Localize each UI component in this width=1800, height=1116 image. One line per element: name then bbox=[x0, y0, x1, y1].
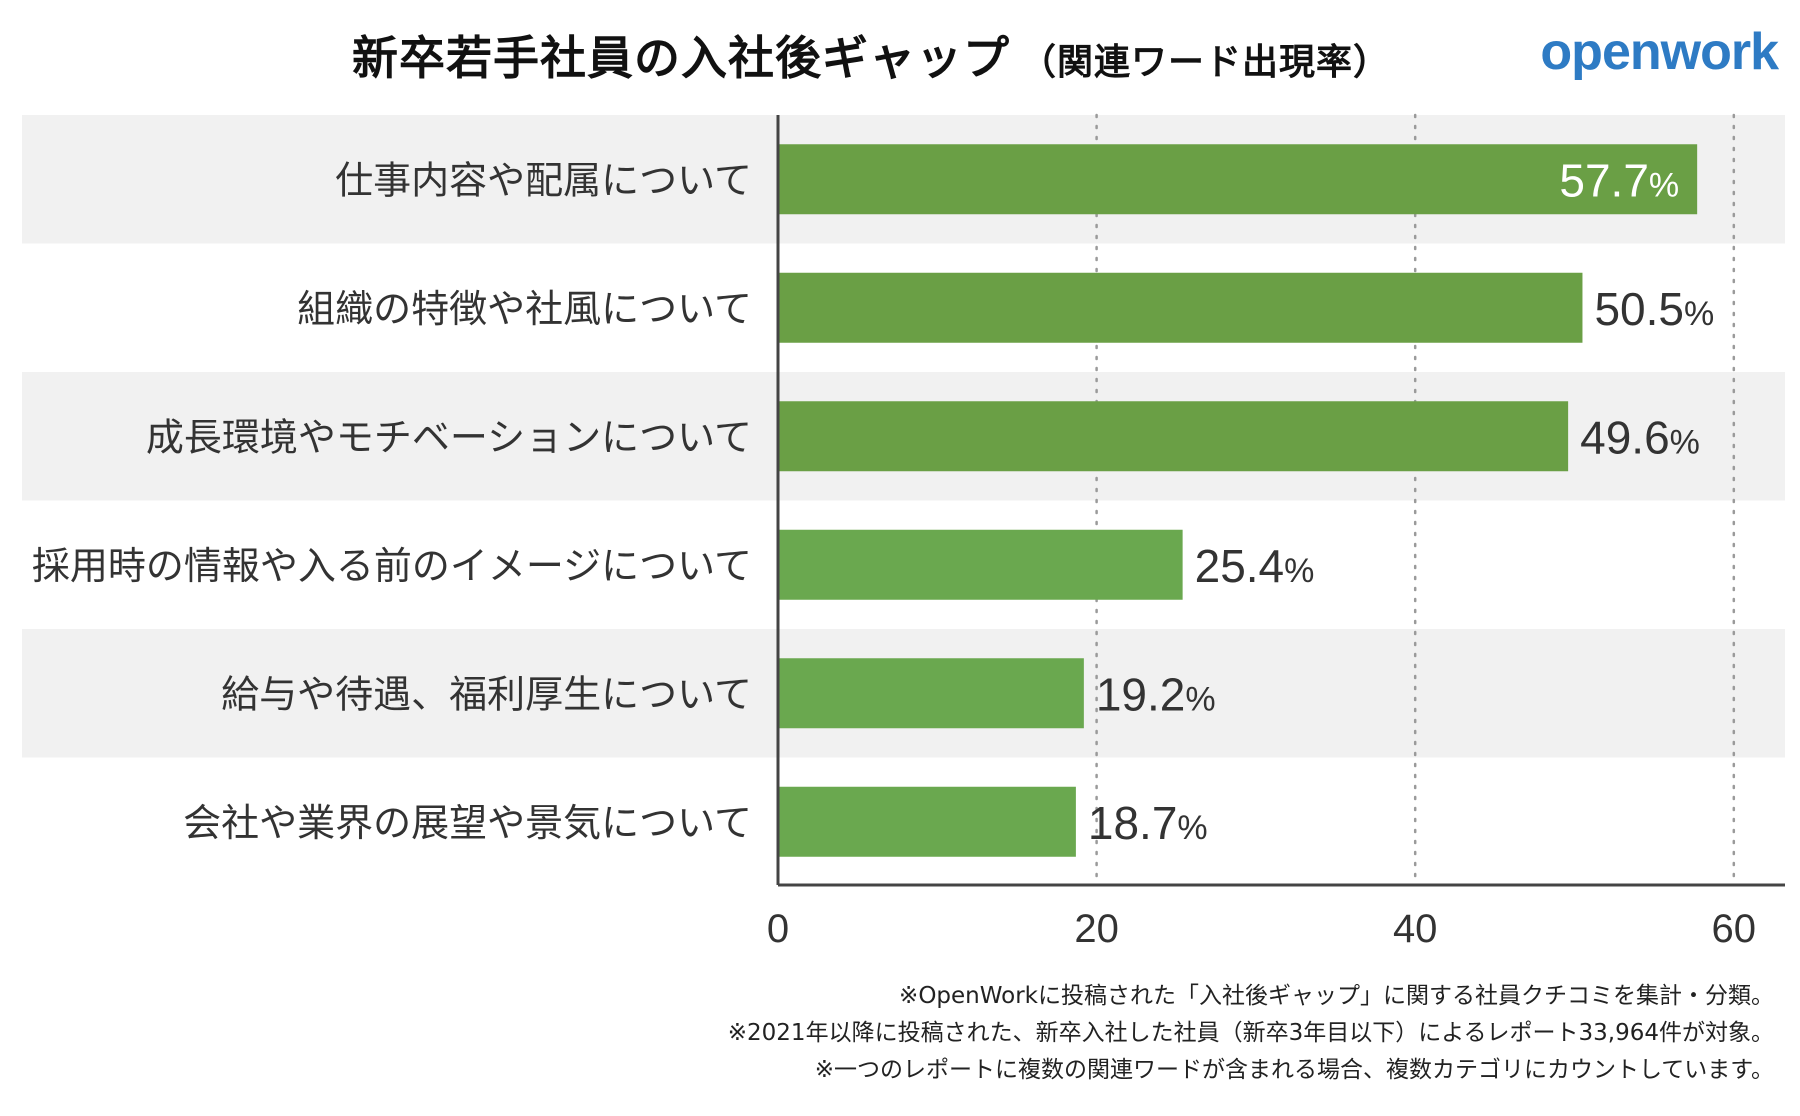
value-label: 25.4% bbox=[1195, 540, 1315, 592]
bar bbox=[778, 786, 1076, 857]
x-tick-label: 20 bbox=[1074, 907, 1119, 951]
title-subtitle: （関連ワード出現率） bbox=[1020, 42, 1391, 83]
footnotes: ※OpenWorkに投稿された「入社後ギャップ」に関する社員クチコミを集計・分類… bbox=[474, 978, 1774, 1089]
bar bbox=[778, 401, 1569, 472]
brand-logo: openwork bbox=[1540, 23, 1779, 81]
footnote: ※2021年以降に投稿された、新卒入社した社員（新卒3年目以下）によるレポート3… bbox=[727, 1020, 1774, 1046]
bar-chart: 仕事内容や配属について 57.7% 組織の特徴や社風について 50.5% 成長環境やモチ… bbox=[22, 113, 1785, 951]
bar bbox=[778, 658, 1084, 729]
category-label: 給与や待遇、福利厚生について bbox=[221, 672, 752, 716]
category-label: 仕事内容や配属について bbox=[335, 158, 752, 202]
bar bbox=[778, 144, 1698, 215]
category-label: 採用時の情報や入る前のイメージについて bbox=[32, 544, 752, 588]
title-main: 新卒若手社員の入社後ギャップ bbox=[352, 31, 1010, 85]
value-label: 49.6% bbox=[1580, 411, 1700, 463]
bar bbox=[778, 529, 1183, 600]
footnote: ※一つのレポートに複数の関連ワードが含まれる場合、複数カテゴリにカウントしていま… bbox=[814, 1057, 1774, 1083]
value-label: 19.2% bbox=[1096, 668, 1216, 720]
x-tick-label: 60 bbox=[1712, 907, 1757, 951]
category-label: 会社や業界の展望や景気について bbox=[183, 801, 752, 845]
chart-title: 新卒若手社員の入社後ギャップ （関連ワード出現率） bbox=[352, 22, 1452, 88]
x-tick-label: 40 bbox=[1393, 907, 1438, 951]
bar bbox=[778, 272, 1583, 343]
footnote: ※OpenWorkに投稿された「入社後ギャップ」に関する社員クチコミを集計・分類… bbox=[899, 983, 1774, 1009]
category-label: 組織の特徴や社風について bbox=[297, 287, 752, 331]
value-label: 57.7% bbox=[1559, 154, 1679, 206]
value-label: 50.5% bbox=[1594, 283, 1714, 335]
value-label: 18.7% bbox=[1088, 797, 1208, 849]
category-label: 成長環境やモチベーションについて bbox=[146, 415, 752, 459]
x-tick-label: 0 bbox=[767, 907, 789, 951]
